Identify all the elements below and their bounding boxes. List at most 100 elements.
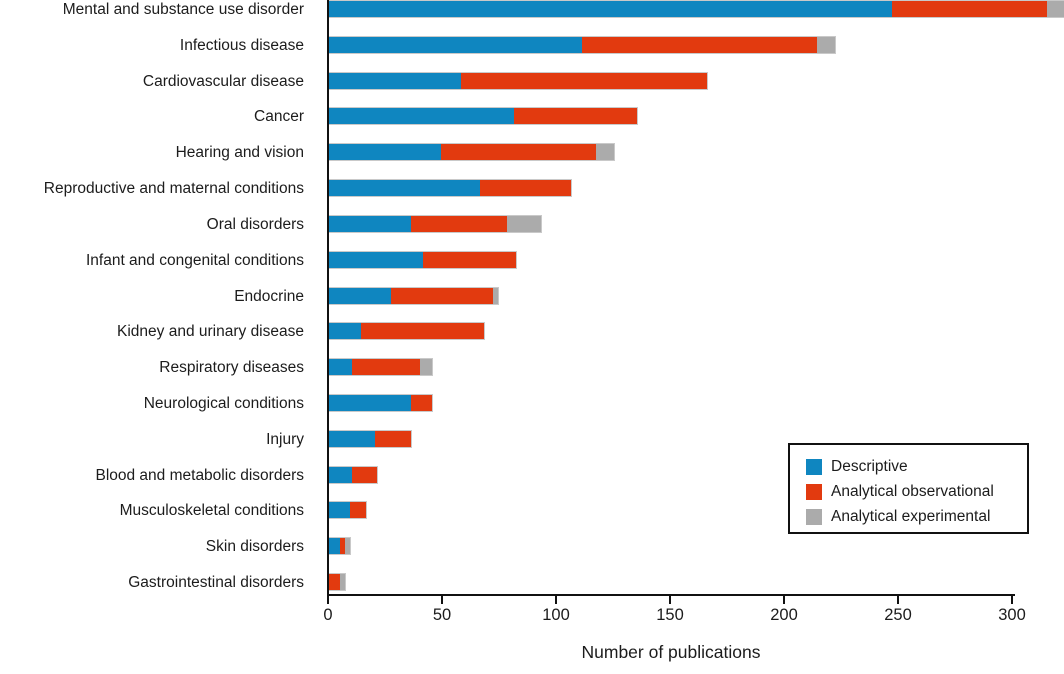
bar-segment: [513, 108, 637, 124]
bar-segment: [329, 144, 441, 160]
category-label: Cancer: [254, 108, 304, 125]
legend-item-analytical-observational: Analytical observational: [806, 479, 1027, 504]
bar-segment: [329, 574, 341, 590]
stacked-bar: [329, 467, 377, 483]
stacked-bar: [329, 395, 432, 411]
bar-segment: [479, 180, 571, 196]
stacked-bar: [329, 574, 345, 590]
bar-segment: [360, 323, 484, 339]
bar-segment: [329, 288, 391, 304]
category-label: Mental and substance use disorder: [62, 1, 304, 18]
bar-segment: [329, 359, 352, 375]
legend-item-descriptive: Descriptive: [806, 454, 1027, 479]
legend-item-analytical-experimental: Analytical experimental: [806, 504, 1027, 529]
bar-segment: [329, 216, 412, 232]
bar-segment: [892, 1, 1048, 17]
bar-segment: [329, 1, 893, 17]
bar-segment: [493, 288, 498, 304]
category-label: Musculoskeletal conditions: [119, 502, 304, 519]
bar-segment: [340, 574, 345, 590]
bar-segment: [440, 144, 596, 160]
bar-segment: [340, 538, 345, 554]
legend-swatch-analytical-observational: [806, 483, 822, 500]
x-tick: [1011, 594, 1013, 604]
x-tick: [669, 594, 671, 604]
bar-segment: [420, 359, 432, 375]
bar-segment: [344, 538, 350, 554]
bar-segment: [411, 216, 507, 232]
bar-segment: [1047, 1, 1064, 17]
bar-segment: [461, 73, 708, 89]
category-label: Hearing and vision: [175, 144, 304, 161]
category-label: Gastrointestinal disorders: [128, 574, 304, 591]
x-tick: [783, 594, 785, 604]
stacked-bar: [329, 431, 412, 447]
stacked-bar: [329, 108, 637, 124]
stacked-bar: [329, 1, 1064, 17]
bar-segment: [329, 252, 423, 268]
category-label: Injury: [266, 431, 304, 448]
category-label: Infectious disease: [179, 37, 304, 54]
bar-segment: [390, 288, 494, 304]
category-label: Blood and metabolic disorders: [95, 467, 304, 484]
legend-swatch-analytical-experimental: [806, 508, 822, 525]
x-tick: [555, 594, 557, 604]
category-label: Oral disorders: [206, 216, 304, 233]
stacked-bar: [329, 37, 836, 53]
x-tick-label: 50: [432, 606, 452, 624]
x-tick: [441, 594, 443, 604]
category-label: Respiratory diseases: [159, 359, 304, 376]
stacked-bar: [329, 538, 350, 554]
stacked-bar: [329, 252, 516, 268]
bar-segment: [595, 144, 614, 160]
stacked-bar: [329, 144, 614, 160]
stacked-bar: [329, 180, 571, 196]
bar-segment: [816, 37, 836, 53]
x-tick-label: 150: [656, 606, 684, 624]
bar-segment: [329, 395, 412, 411]
stacked-bar: [329, 502, 366, 518]
bar-segment: [582, 37, 817, 53]
bar-segment: [329, 108, 514, 124]
x-tick-label: 0: [323, 606, 333, 624]
legend: Descriptive Analytical observational Ana…: [788, 443, 1029, 534]
bar-segment: [374, 431, 412, 447]
x-axis-line: [327, 594, 1015, 596]
category-label: Neurological conditions: [143, 395, 304, 412]
stacked-bar: [329, 359, 432, 375]
bar-segment: [329, 323, 361, 339]
category-label: Cardiovascular disease: [142, 73, 304, 90]
x-tick-label: 200: [770, 606, 798, 624]
x-tick-label: 300: [998, 606, 1026, 624]
category-label: Infant and congenital conditions: [85, 252, 304, 269]
bar-segment: [506, 216, 542, 232]
y-axis-line: [327, 0, 329, 596]
bar-segment: [329, 502, 350, 518]
bar-segment: [351, 467, 377, 483]
bar-segment: [329, 73, 462, 89]
x-tick-label: 250: [884, 606, 912, 624]
legend-label-descriptive: Descriptive: [831, 457, 908, 475]
x-tick: [327, 594, 329, 604]
bar-segment: [329, 37, 583, 53]
x-tick-label: 100: [542, 606, 570, 624]
x-tick: [897, 594, 899, 604]
x-axis-title: Number of publications: [581, 642, 761, 662]
bar-segment: [329, 467, 352, 483]
stacked-bar: [329, 288, 498, 304]
stacked-bar: [329, 73, 708, 89]
bar-segment: [349, 502, 366, 518]
legend-swatch-descriptive: [806, 458, 822, 475]
stacked-bar: [329, 323, 484, 339]
bar-segment: [411, 395, 432, 411]
category-label: Skin disorders: [205, 538, 304, 555]
legend-label-analytical-observational: Analytical observational: [831, 482, 994, 500]
bar-segment: [329, 538, 341, 554]
category-label: Reproductive and maternal conditions: [43, 180, 304, 197]
plot-area: [329, 0, 1064, 598]
category-label: Endocrine: [234, 288, 304, 305]
legend-label-analytical-experimental: Analytical experimental: [831, 507, 991, 525]
category-label: Kidney and urinary disease: [117, 323, 304, 340]
bar-segment: [329, 431, 375, 447]
